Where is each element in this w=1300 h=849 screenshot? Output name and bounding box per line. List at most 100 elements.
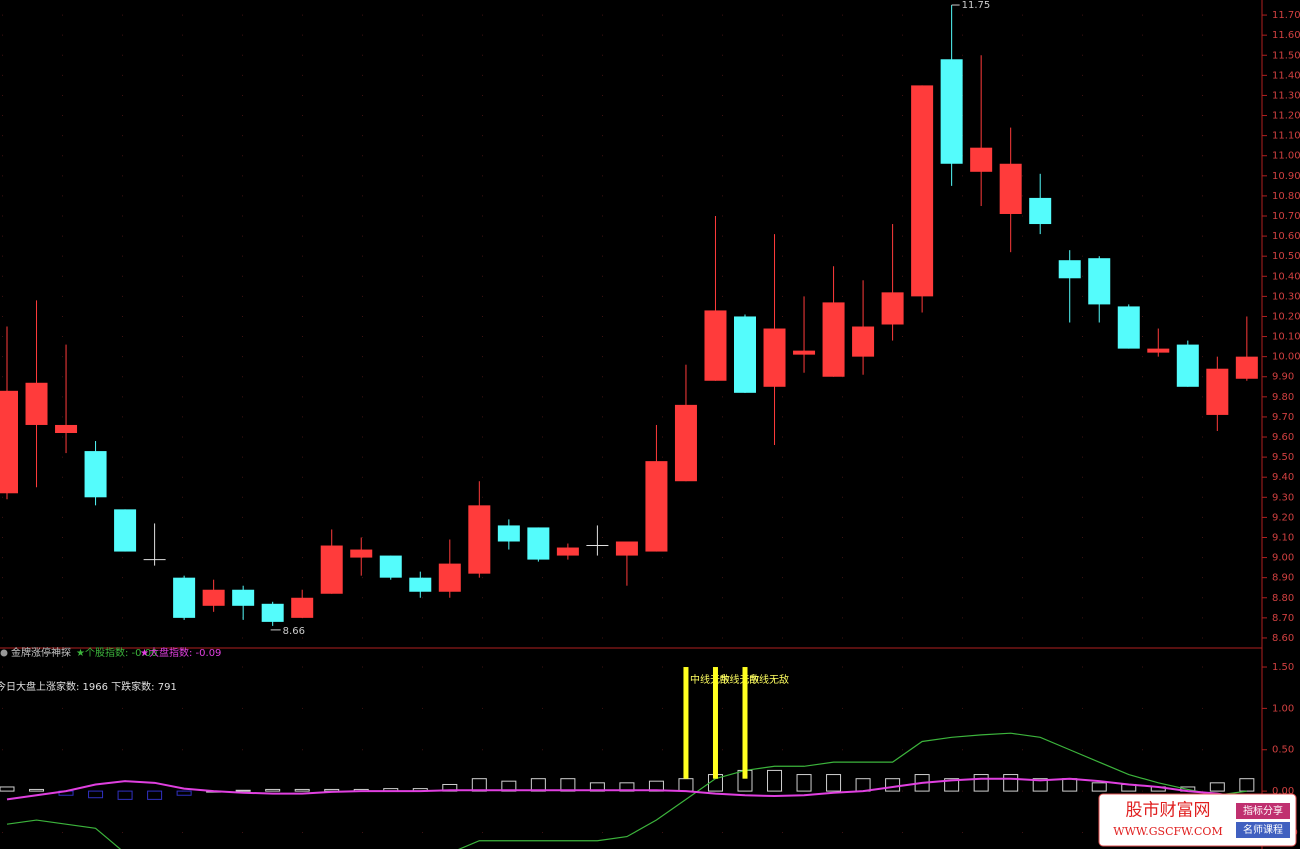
indicator-icon [0, 649, 8, 657]
y-tick-label: 10.80 [1272, 191, 1300, 202]
indicator-line [6, 777, 1248, 801]
signal-label: 中线无敌 [719, 673, 759, 686]
signal-label: 中线无敌 [749, 673, 789, 686]
candle-body [1088, 258, 1111, 305]
candle-body [940, 59, 963, 164]
y-tick-label: 10.40 [1272, 271, 1300, 282]
y-tick-label: 10.30 [1272, 291, 1300, 302]
candle-body [1147, 348, 1170, 353]
candle-body [320, 545, 343, 594]
candle-body [1058, 260, 1081, 279]
indicator-box [265, 788, 281, 792]
y-tick-label: 10.20 [1272, 311, 1300, 322]
y-tick-label: 11.40 [1272, 70, 1300, 81]
candle-body [822, 302, 845, 377]
indicator-box [88, 790, 104, 799]
indicator-box [294, 788, 310, 792]
y-tick-label: 1.50 [1272, 662, 1294, 673]
candle-body [645, 461, 668, 552]
watermark-tag: 指标分享 [1243, 804, 1283, 817]
y-tick-label: 9.30 [1272, 492, 1294, 503]
legend-marker: ★ [76, 648, 85, 659]
indicator-box [885, 778, 901, 792]
y-tick-label: 8.60 [1272, 633, 1294, 644]
candle-body [704, 310, 727, 381]
indicator-box [973, 774, 989, 792]
y-tick-label: 11.60 [1272, 30, 1300, 41]
candle-body [25, 382, 48, 425]
legend-entry: 个股指数: -0.00 [85, 646, 157, 659]
indicator-box [767, 769, 783, 792]
watermark-tag-bg [1236, 803, 1290, 819]
candle-body [734, 316, 756, 393]
candle-body [55, 424, 78, 434]
candle-body [852, 326, 875, 357]
y-tick-label: 11.70 [1272, 10, 1300, 21]
candle-body [232, 589, 255, 606]
low-label: 8.66 [283, 626, 305, 637]
indicator-box [147, 790, 163, 800]
y-tick-label: 9.00 [1272, 553, 1294, 564]
indicator-title: 金牌涨停神探 [11, 646, 71, 659]
y-tick-label: 9.90 [1272, 372, 1294, 383]
y-tick-label: 9.10 [1272, 532, 1294, 543]
y-tick-label: 10.10 [1272, 332, 1300, 343]
candle-body [1029, 197, 1052, 225]
candle-body [202, 589, 225, 606]
indicator-box [29, 788, 45, 792]
candle-body [0, 390, 18, 494]
candle-body [114, 509, 137, 552]
y-tick-label: 8.90 [1272, 573, 1294, 584]
candle-body [970, 147, 993, 172]
signal-bar [683, 667, 689, 779]
y-tick-label: 10.70 [1272, 211, 1300, 222]
signal-bar [742, 667, 748, 779]
watermark-tag-bg [1236, 822, 1290, 838]
candle-body [1235, 356, 1258, 379]
legend-entry: 大盘指数: -0.09 [149, 646, 221, 659]
candle-body [527, 527, 550, 560]
y-tick-label: 8.70 [1272, 613, 1294, 624]
indicator-box [117, 790, 133, 800]
watermark-name: 股市财富网 [1126, 801, 1211, 821]
watermark: 股市财富网 WWW.GSCFW.COM 指标分享 名师课程 [1098, 793, 1297, 847]
y-tick-label: 11.00 [1272, 151, 1300, 162]
high-label: 11.75 [962, 0, 991, 11]
indicator-box [944, 778, 960, 792]
indicator-box [1003, 774, 1019, 792]
y-tick-label: 10.90 [1272, 171, 1300, 182]
candle-body [409, 577, 432, 592]
candle-body [1206, 368, 1229, 415]
y-tick-label: 0.50 [1272, 745, 1294, 756]
y-tick-label: 9.50 [1272, 452, 1294, 463]
y-tick-label: 9.40 [1272, 472, 1294, 483]
legend-marker: ★ [140, 648, 149, 659]
indicator-box [796, 774, 812, 792]
indicator-box [826, 774, 842, 792]
signal-bar [712, 667, 718, 779]
y-tick-label: 10.00 [1272, 352, 1300, 363]
candle-body [438, 563, 461, 592]
signal-label: 中线无敌 [690, 673, 730, 686]
indicator-box [1209, 782, 1225, 792]
watermark-tag: 名师课程 [1243, 823, 1283, 836]
y-tick-label: 0.00 [1272, 786, 1294, 797]
y-tick-label: 10.60 [1272, 231, 1300, 242]
watermark-url: WWW.GSCFW.COM [1113, 825, 1222, 838]
candle-body [173, 577, 196, 618]
y-tick-label: 8.80 [1272, 593, 1294, 604]
y-tick-label: 1.00 [1272, 703, 1294, 714]
y-tick-label: 11.20 [1272, 111, 1300, 122]
indicator-box [1032, 778, 1048, 792]
market-breadth: 今日大盘上涨家数: 1966 下跌家数: 791 [0, 680, 177, 693]
y-tick-label: 11.10 [1272, 131, 1300, 142]
indicator-box [176, 790, 192, 796]
candle-body [674, 404, 697, 482]
y-tick-label: 9.70 [1272, 412, 1294, 423]
candle-body [1117, 306, 1140, 349]
candle-body [84, 451, 107, 498]
y-tick-label: 11.30 [1272, 90, 1300, 101]
candle-body [881, 292, 904, 325]
